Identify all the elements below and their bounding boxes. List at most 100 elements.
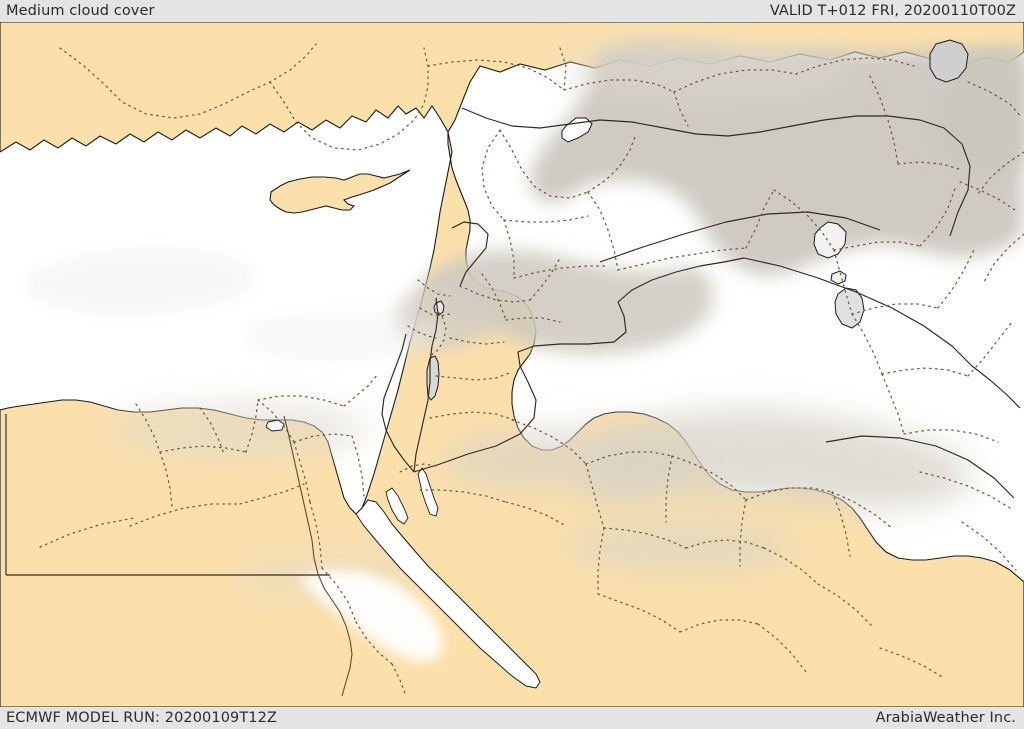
- admin-jordan-6: [435, 371, 513, 381]
- admin-egypt-6: [293, 433, 353, 443]
- admin-israel-1: [417, 279, 451, 297]
- river-nile: [283, 415, 353, 697]
- admin-jordan-2: [529, 257, 561, 301]
- admin-syria-5: [503, 215, 589, 223]
- admin-iraq-13: [897, 161, 963, 171]
- admin-palestine-westbank: [429, 307, 447, 357]
- admin-egypt-7: [293, 441, 311, 503]
- admin-iraq-7: [851, 313, 883, 375]
- border-turkey-iraq-iran: [919, 119, 971, 237]
- admin-iraq-4: [833, 249, 853, 315]
- admin-egypt-20: [505, 501, 567, 527]
- admin-turkey-5: [563, 79, 675, 93]
- admin-iran-3: [983, 233, 1024, 283]
- gulf-of-aqaba-water: [417, 467, 439, 517]
- valid-time-label: VALID T+012 FRI, 20200110T00Z: [769, 2, 1016, 19]
- admin-turkey-2: [269, 81, 399, 151]
- footer-bar: ECMWF MODEL RUN: 20200109T12Z ArabiaWeat…: [0, 707, 1024, 729]
- cloud-texture-mediterranean-2: [248, 312, 450, 362]
- admin-egypt-8: [351, 435, 365, 497]
- admin-saudi-5: [831, 491, 893, 529]
- map-viewport[interactable]: [0, 22, 1024, 707]
- lake-urmia: [929, 39, 969, 83]
- admin-syria-4: [481, 129, 505, 221]
- admin-turkey-3: [397, 47, 429, 135]
- cloud-haze-anatolia: [556, 38, 856, 102]
- admin-egypt-15: [391, 663, 407, 697]
- lakes-layer: [265, 39, 969, 432]
- border-lebanon-syria: [451, 221, 489, 287]
- admin-saudi-16: [665, 455, 673, 523]
- admin-saudi-10: [597, 527, 605, 595]
- admin-iraq-12: [869, 75, 899, 165]
- cloud-white-sinai-sw: [300, 570, 444, 662]
- admin-turkey-9: [673, 91, 689, 127]
- cloud-texture-mediterranean: [26, 246, 254, 316]
- admin-iraq-14: [959, 181, 1019, 213]
- lake-tharthar: [813, 221, 847, 259]
- border-jordan-iraq: [617, 257, 745, 303]
- admin-egypt-9: [129, 503, 241, 527]
- lake-razzaza: [834, 287, 865, 329]
- admin-saudi-1: [511, 419, 587, 465]
- red-sea-water: [355, 499, 541, 689]
- admin-iraq-6: [937, 249, 975, 309]
- admin-turkey-7: [795, 57, 915, 75]
- border-jordan-saudi: [413, 301, 627, 473]
- admin-syria-1: [499, 129, 589, 199]
- country-borders-layer: [5, 107, 1021, 576]
- admin-iraq-2: [833, 241, 921, 251]
- border-iraq-saudi: [743, 257, 973, 367]
- admin-saudi-17: [919, 471, 1011, 509]
- admin-turkey-6: [673, 69, 797, 93]
- admin-jordan-7: [429, 411, 515, 421]
- nile-river-layer: [283, 415, 353, 697]
- landmass-cyprus: [269, 169, 411, 214]
- admin-egypt-10: [239, 483, 305, 505]
- border-egypt-israel: [381, 333, 415, 473]
- border-saudi-gulf: [971, 365, 1021, 409]
- admin-egypt-2: [159, 445, 247, 453]
- admin-israel-2: [419, 307, 451, 317]
- admin-turkey-1: [59, 43, 317, 119]
- admin-saudi-20: [757, 623, 807, 673]
- admin-iraq-9: [967, 321, 1013, 377]
- border-syria-iraq: [599, 211, 881, 263]
- cloud-band-north-saudi: [588, 408, 972, 510]
- admin-saudi-12: [679, 619, 759, 633]
- admin-iran-1: [967, 81, 1023, 119]
- weather-map-canvas[interactable]: [0, 22, 1024, 707]
- admin-egypt-17: [257, 395, 345, 407]
- model-run-label: ECMWF MODEL RUN: 20200109T12Z: [6, 709, 277, 726]
- admin-jordan-1: [459, 285, 531, 303]
- admin-egypt-12: [309, 501, 323, 569]
- admin-israel-3: [407, 325, 437, 339]
- admin-saudi-9: [763, 547, 819, 585]
- admin-jordan-3: [481, 273, 507, 321]
- admin-saudi-18: [961, 521, 1017, 571]
- admin-egypt-13: [321, 567, 357, 623]
- admin-saudi-6: [585, 463, 605, 529]
- admin-egypt-19: [419, 489, 507, 503]
- admin-syria-3: [587, 191, 619, 271]
- admin-egypt-11: [39, 517, 135, 548]
- admin-saudi-3: [671, 455, 747, 501]
- admin-syria-2: [587, 133, 637, 193]
- admin-iraq-11: [903, 429, 999, 443]
- border-saudi-iraq-east: [825, 435, 1015, 499]
- admin-borders-layer: [39, 43, 1024, 697]
- admin-syria-7: [513, 265, 609, 279]
- admin-turkey-4: [427, 59, 565, 91]
- admin-syria-8: [617, 247, 747, 271]
- border-turkey-syria: [461, 107, 921, 137]
- admin-iraq-3: [919, 185, 957, 247]
- admin-saudi-19: [879, 647, 945, 679]
- cloud-mass-jordan-syria: [428, 250, 714, 354]
- gulf-of-suez-water: [385, 487, 409, 525]
- admin-egypt-18: [343, 373, 379, 407]
- admin-sinai-1: [399, 463, 437, 473]
- cloud-mass-iraq: [530, 42, 1024, 276]
- admin-saudi-13: [817, 583, 873, 627]
- cloud-white-layer: [26, 246, 541, 689]
